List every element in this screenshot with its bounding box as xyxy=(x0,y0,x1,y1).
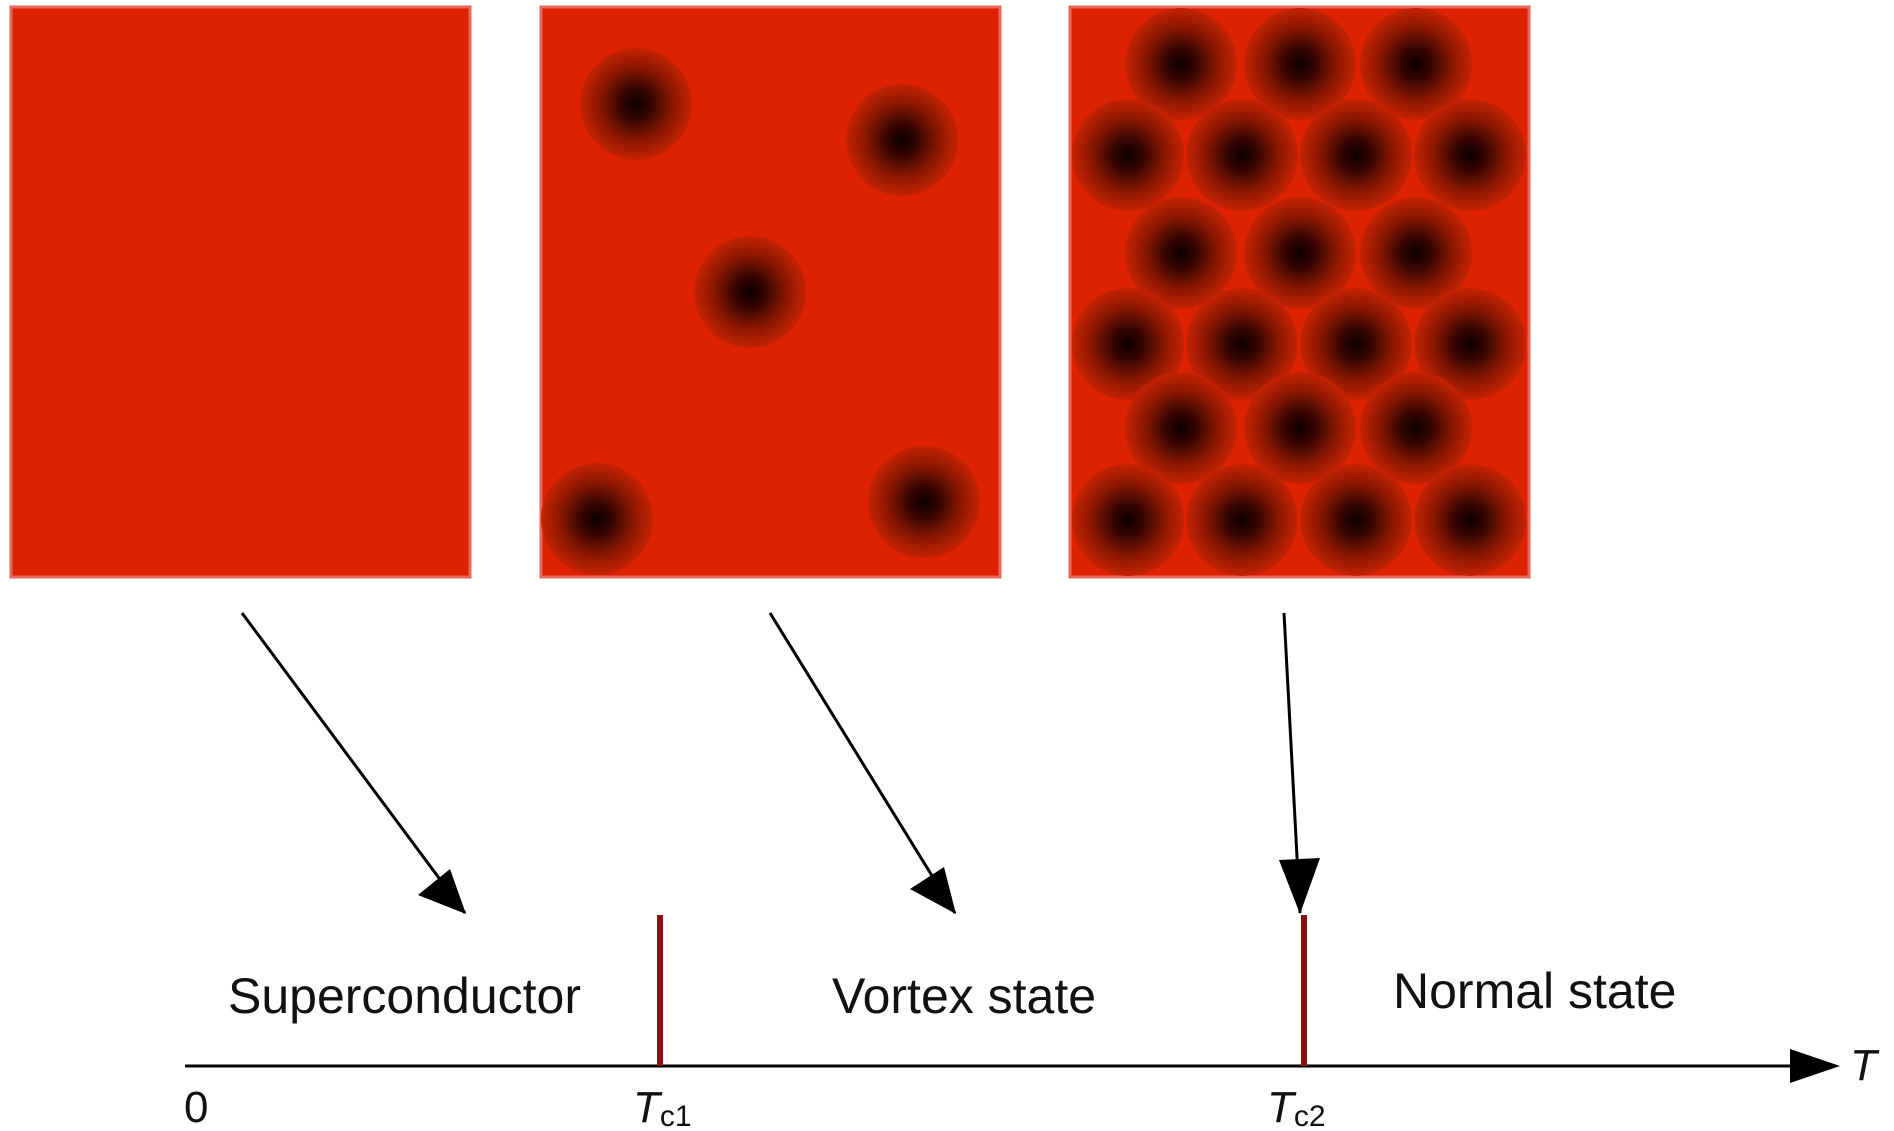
vortex-core xyxy=(1072,288,1184,400)
vortex-core xyxy=(1360,8,1472,120)
arrow-normal-state-head xyxy=(1279,858,1320,914)
vortex-core xyxy=(1300,288,1412,400)
vortex-core xyxy=(1414,464,1526,576)
vortex-state-panel xyxy=(539,5,1002,579)
vortex-state-label: Vortex state xyxy=(832,968,1096,1024)
vortex-core xyxy=(1414,99,1526,211)
vortex-core xyxy=(1186,99,1298,211)
axis-variable-label: T xyxy=(1850,1041,1880,1090)
vortex-core xyxy=(1244,8,1356,120)
vortex-core xyxy=(1414,288,1526,400)
temperature-axis-arrowhead xyxy=(1790,1049,1840,1083)
tc1-main: T xyxy=(633,1083,663,1131)
vortex-group xyxy=(541,48,980,575)
vortex-core xyxy=(1300,464,1412,576)
arrow-superconductor-head xyxy=(418,869,466,914)
vortex-core xyxy=(1125,372,1237,484)
vortex-core xyxy=(1186,288,1298,400)
vortex-core xyxy=(1072,464,1184,576)
tc1-label: Tc1 xyxy=(633,1083,692,1131)
vortex-core xyxy=(1360,197,1472,309)
vortex-core xyxy=(868,446,980,558)
tc1-subscript: c1 xyxy=(660,1100,692,1131)
vortex-core xyxy=(580,48,692,160)
vortex-core xyxy=(1360,372,1472,484)
vortex-core xyxy=(1186,464,1298,576)
tc2-label: Tc2 xyxy=(1267,1083,1326,1131)
arrow-vortex-state xyxy=(768,612,957,914)
tc2-subscript: c2 xyxy=(1294,1100,1326,1131)
panel-background xyxy=(9,5,472,579)
superconductor-panel xyxy=(9,5,472,579)
vortex-core xyxy=(694,236,806,348)
superconductor-label: Superconductor xyxy=(228,968,581,1024)
vortex-core xyxy=(846,84,958,196)
dense-vortex-panel xyxy=(1068,5,1531,579)
vortex-core xyxy=(1072,99,1184,211)
tc2-main: T xyxy=(1267,1083,1297,1131)
arrow-superconductor xyxy=(240,612,467,914)
vortex-group xyxy=(1072,8,1526,576)
arrow-vortex-state-head xyxy=(910,867,956,914)
vortex-core xyxy=(1300,99,1412,211)
vortex-core xyxy=(1125,197,1237,309)
normal-state-label: Normal state xyxy=(1393,963,1676,1019)
vortex-core xyxy=(1244,372,1356,484)
vortex-core xyxy=(541,463,653,575)
vortex-core xyxy=(1125,8,1237,120)
vortex-core xyxy=(1244,197,1356,309)
axis-origin-label: 0 xyxy=(184,1083,208,1131)
